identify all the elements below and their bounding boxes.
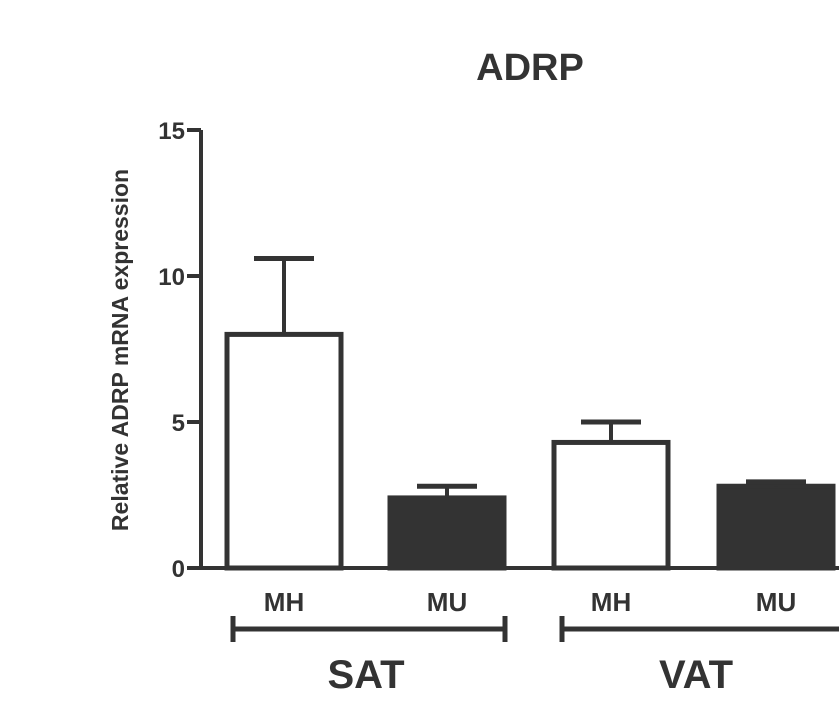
group-label: SAT — [327, 653, 404, 697]
group-brackets: SAT VAT — [230, 616, 839, 697]
y-tick-label: 5 — [172, 410, 185, 437]
chart-title: ADRP — [476, 47, 584, 89]
bar — [551, 439, 671, 571]
y-tick-label: 15 — [158, 118, 185, 145]
y-tick-label: 10 — [158, 264, 185, 291]
x-tick-label: MU — [756, 587, 796, 617]
x-tick-label: MH — [264, 587, 304, 617]
bar — [716, 483, 836, 571]
x-tick-label: MH — [591, 587, 631, 617]
y-tick-label: 0 — [172, 556, 185, 583]
bars — [224, 255, 836, 571]
group-label: VAT — [659, 653, 733, 697]
x-tick-labels: MH MU MH MU — [264, 587, 796, 617]
y-axis-label: Relative ADRP mRNA expression — [107, 169, 133, 531]
bar — [224, 331, 344, 571]
bar — [387, 495, 507, 571]
x-tick-label: MU — [427, 587, 467, 617]
